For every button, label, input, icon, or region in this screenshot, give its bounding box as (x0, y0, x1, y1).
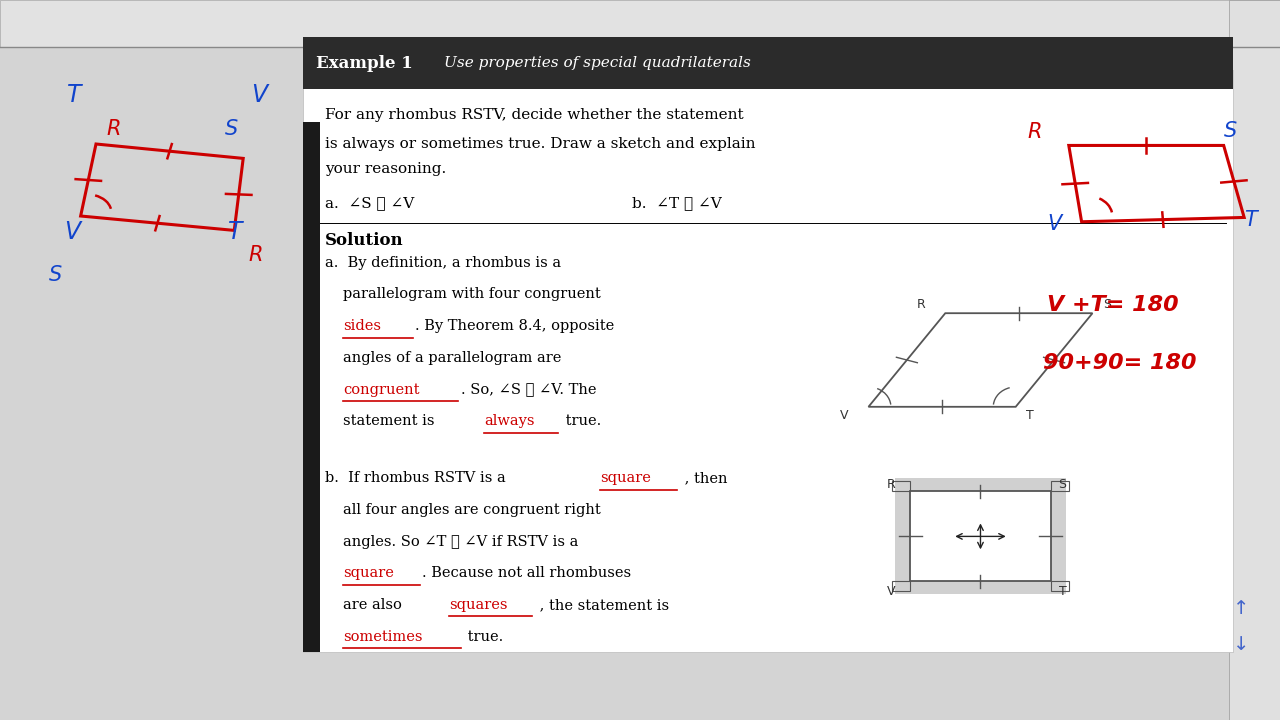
Text: square: square (600, 471, 652, 485)
Text: R: R (916, 298, 925, 311)
Text: R: R (106, 120, 120, 140)
Text: Use properties of special quadrilaterals: Use properties of special quadrilaterals (444, 56, 751, 71)
Text: Example 1: Example 1 (316, 55, 413, 72)
Text: V: V (840, 409, 849, 422)
Text: S: S (225, 120, 238, 140)
Text: T: T (1059, 585, 1066, 598)
Text: , the statement is: , the statement is (535, 598, 669, 612)
Text: squares: squares (449, 598, 508, 612)
Text: R: R (887, 477, 896, 491)
Bar (303, 37, 1233, 89)
Text: a.  ∠S ≅ ∠V: a. ∠S ≅ ∠V (325, 196, 415, 210)
Bar (1229, 0, 1280, 720)
Text: . So, ∠S ≅ ∠V. The: . So, ∠S ≅ ∠V. The (461, 382, 596, 397)
Text: S: S (49, 265, 61, 285)
Bar (1051, 481, 1069, 491)
Text: is always or sometimes true. Draw a sketch and explain: is always or sometimes true. Draw a sket… (325, 137, 755, 151)
Text: sides: sides (343, 319, 381, 333)
Text: R: R (248, 245, 262, 265)
Text: T: T (228, 220, 242, 244)
Text: R: R (1028, 122, 1042, 143)
Text: T: T (67, 84, 81, 107)
Bar (910, 491, 1051, 582)
Text: ↑: ↑ (1234, 599, 1249, 618)
Text: T: T (1244, 210, 1257, 230)
Text: are also: are also (343, 598, 407, 612)
Bar (892, 481, 910, 491)
Text: angles of a parallelogram are: angles of a parallelogram are (343, 351, 562, 365)
Text: S: S (1059, 477, 1066, 491)
Text: For any rhombus RSTV, decide whether the statement: For any rhombus RSTV, decide whether the… (325, 108, 744, 122)
Text: , then: , then (680, 471, 727, 485)
Bar (1051, 582, 1069, 592)
Text: Solution: Solution (325, 232, 403, 249)
Bar (892, 582, 910, 592)
Text: V +T= 180: V +T= 180 (1047, 295, 1179, 315)
Bar (303, 70, 1233, 652)
Text: all four angles are congruent right: all four angles are congruent right (343, 503, 600, 517)
Text: . By Theorem 8.4, opposite: . By Theorem 8.4, opposite (415, 319, 614, 333)
Text: ↓: ↓ (1234, 635, 1249, 654)
Text: true.: true. (561, 414, 600, 428)
Text: V: V (887, 585, 896, 598)
Text: congruent: congruent (343, 382, 420, 397)
Text: always: always (484, 414, 534, 428)
Text: your reasoning.: your reasoning. (325, 162, 447, 176)
Text: V: V (251, 84, 268, 107)
Text: b.  If rhombus RSTV is a: b. If rhombus RSTV is a (325, 471, 511, 485)
Text: sometimes: sometimes (343, 629, 422, 644)
Text: V: V (64, 220, 81, 244)
Text: parallelogram with four congruent: parallelogram with four congruent (343, 287, 600, 302)
Text: 90+90= 180: 90+90= 180 (1043, 353, 1197, 373)
Text: b.  ∠T ≅ ∠V: b. ∠T ≅ ∠V (632, 196, 722, 210)
Text: T: T (1027, 409, 1034, 422)
Bar (303, 122, 320, 652)
Bar (0, 0, 1280, 47)
Bar (895, 478, 1066, 595)
Text: S: S (1103, 298, 1111, 311)
Text: S: S (1224, 121, 1236, 141)
Text: . Because not all rhombuses: . Because not all rhombuses (422, 566, 631, 580)
Text: a.  By definition, a rhombus is a: a. By definition, a rhombus is a (325, 256, 561, 270)
Text: statement is: statement is (343, 414, 439, 428)
Text: angles. So ∠T ≅ ∠V if RSTV is a: angles. So ∠T ≅ ∠V if RSTV is a (343, 534, 579, 549)
Text: true.: true. (463, 629, 503, 644)
Text: V: V (1047, 215, 1061, 235)
Text: square: square (343, 566, 394, 580)
